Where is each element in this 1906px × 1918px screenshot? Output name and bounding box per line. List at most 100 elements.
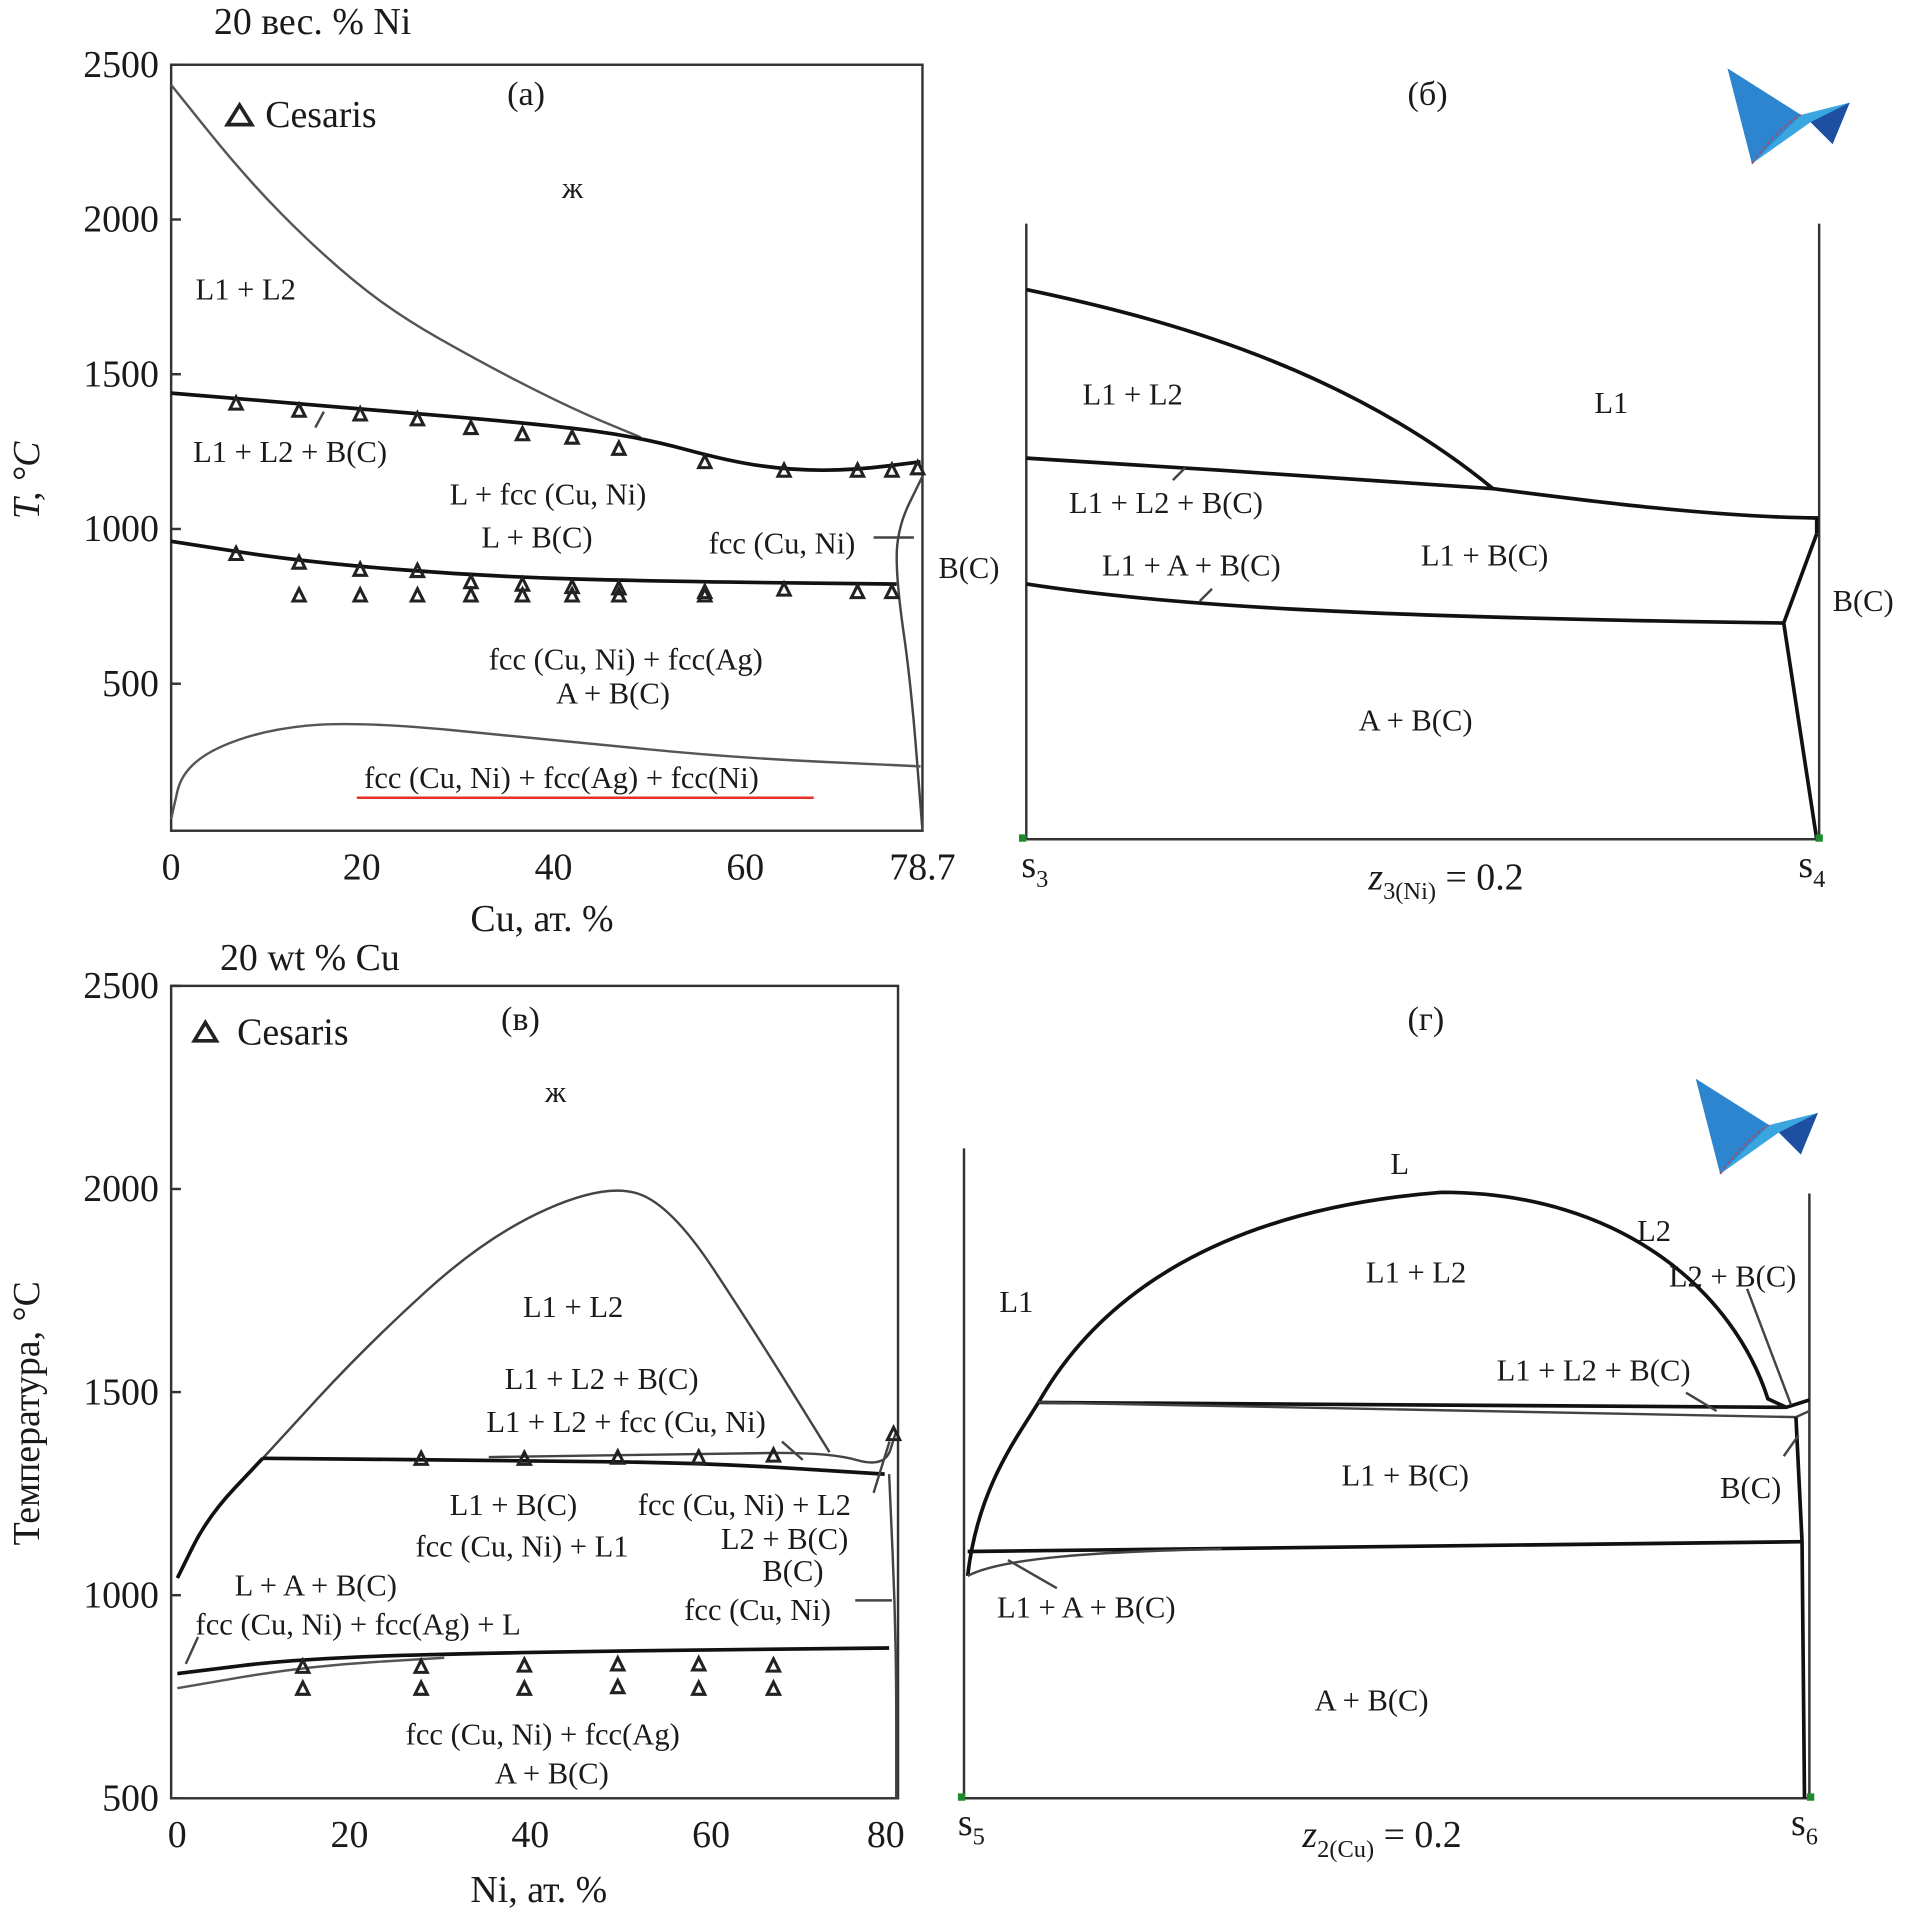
phase-region-label: fcc (Cu, Ni)	[709, 526, 856, 560]
y-tick-label: 2000	[83, 1168, 159, 1210]
phase-region-label: L1 + B(C)	[1421, 539, 1548, 573]
phase-region-label: A + B(C)	[556, 677, 670, 711]
x-tick-label: 20	[331, 1814, 369, 1856]
phase-region-label: ж	[561, 171, 584, 205]
panel-b-leader	[1172, 467, 1186, 481]
phase-region-label: L2 + B(C)	[721, 1522, 848, 1556]
phase-region-label: L	[1390, 1147, 1409, 1181]
phase-region-label: B(C)	[762, 1554, 823, 1588]
cesaris-data-point	[563, 577, 581, 595]
phase-boundary-line	[170, 391, 921, 473]
panel-b: (б) s3 s4 z3(Ni) = 0.2 L1 + L2 L1 L1 + L2 …	[1018, 68, 1894, 905]
y-tick-label: 2000	[83, 199, 159, 241]
legend-triangle-icon	[191, 1018, 220, 1043]
cesaris-data-point	[290, 400, 308, 418]
panel-v-ylabel: Температура, °С	[6, 1281, 48, 1545]
panel-g-left-liquidus	[965, 1401, 1041, 1577]
arrow-icon	[184, 1636, 200, 1665]
panel-a-plot-frame	[169, 63, 924, 832]
cesaris-data-point	[290, 552, 308, 570]
panel-g-miscibility-dome	[1036, 1190, 1787, 1410]
panel-a: 20 вес. % Ni (а) Cu, ат. % T, °C Cesaris…	[6, 1, 999, 940]
s4-marker	[1815, 834, 1823, 842]
arrow-icon	[781, 1440, 804, 1461]
x-tick-label: 80	[867, 1814, 905, 1856]
x-tick-label: 60	[692, 1814, 730, 1856]
panel-g-xlabel: z2(Cu) = 0.2	[1301, 1814, 1461, 1863]
cesaris-data-point	[696, 451, 714, 470]
phase-boundary-line	[261, 1189, 831, 1460]
cesaris-data-point	[513, 424, 532, 442]
phase-region-label: L1 + L2 + B(C)	[1069, 486, 1263, 520]
cesaris-data-point	[227, 543, 245, 562]
phase-region-label: L1 + B(C)	[1341, 1459, 1468, 1493]
cesaris-data-point	[351, 404, 369, 422]
panel-g-label: (г)	[1407, 1001, 1444, 1038]
cesaris-data-point	[412, 1448, 430, 1466]
cesaris-data-point	[883, 581, 901, 600]
phase-region-label: L1 + A + B(C)	[997, 1590, 1176, 1624]
cesaris-data-point	[884, 1423, 903, 1442]
cesaris-data-point	[515, 1448, 533, 1466]
panel-g-monotectic-line	[1038, 1398, 1810, 1410]
phase-boundary-line	[177, 1656, 445, 1690]
y-tick-label: 500	[102, 1777, 159, 1819]
cesaris-data-point	[563, 427, 581, 445]
cesaris-data-point	[412, 1678, 430, 1696]
cesaris-data-point	[351, 585, 369, 603]
cesaris-data-point	[563, 585, 581, 603]
cesaris-data-point	[294, 1656, 312, 1674]
phase-region-label: fcc (Cu, Ni) + fcc(Ag)	[406, 1718, 680, 1752]
phase-region-label: fcc (Cu, Ni) + fcc(Ag) + fcc(Ni)	[364, 761, 759, 795]
phase-boundary-line	[887, 1474, 898, 1799]
phase-region-label: fcc (Cu, Ni) + L1	[415, 1529, 628, 1563]
phase-region-label: L1 + L2	[1366, 1256, 1466, 1290]
phase-region-label: B(C)	[938, 551, 999, 585]
panel-v-label: (в)	[501, 1001, 540, 1038]
y-tick-label: 1000	[83, 508, 159, 550]
phase-boundary-line	[169, 722, 921, 820]
phase-region-label: ж	[544, 1075, 567, 1109]
x-tick-label: 0	[162, 847, 181, 889]
x-tick-label: 60	[726, 847, 764, 889]
phase-region-label: B(C)	[1833, 584, 1894, 618]
cesaris-data-point	[909, 458, 927, 476]
panel-g-leader	[1685, 1391, 1718, 1413]
cesaris-data-point	[610, 578, 628, 596]
cesaris-data-point	[290, 585, 308, 603]
phase-region-label: L1 + L2 + B(C)	[1497, 1353, 1691, 1387]
phase-region-label: A + B(C)	[495, 1757, 609, 1791]
panel-b-miscibility-boundary	[1025, 287, 1495, 491]
cesaris-data-point	[227, 393, 245, 411]
phase-region-label: L1 + L2 + B(C)	[193, 435, 387, 469]
cesaris-data-point	[696, 585, 714, 603]
panel-v-legend-label: Cesaris	[237, 1012, 348, 1054]
panel-g-eutectic-line	[967, 1539, 1803, 1554]
panel-g: (г) s5 s6 z2(Cu) = 0.2 L L2 L1 + L2 L2 + B(…	[957, 1001, 1818, 1863]
panel-b-eutectic-line	[1026, 582, 1784, 625]
phase-region-label: L + B(C)	[481, 520, 592, 554]
cesaris-data-point	[610, 585, 628, 603]
panel-a-label: (а)	[507, 76, 545, 113]
cesaris-data-point	[408, 585, 427, 603]
cesaris-data-point	[883, 460, 901, 478]
phase-boundary-line	[262, 1456, 885, 1476]
cesaris-data-point	[690, 1678, 708, 1696]
panel-g-eutectic-secondary	[967, 1547, 1222, 1578]
phase-region-label: A + B(C)	[1315, 1683, 1429, 1717]
cesaris-data-point	[408, 560, 427, 579]
s3-marker	[1018, 834, 1027, 842]
cesaris-data-point	[764, 1445, 783, 1463]
cesaris-data-point	[775, 460, 793, 478]
leader-line	[314, 411, 325, 429]
tetrahedron-logo-icon	[1695, 1078, 1818, 1175]
x-tick-label: 20	[343, 847, 381, 889]
phase-region-label: A + B(C)	[1359, 704, 1473, 738]
arrow-icon	[872, 1441, 891, 1494]
y-tick-label: 2500	[83, 965, 159, 1007]
phase-boundary-line	[488, 1430, 898, 1464]
y-tick-label: 500	[102, 663, 159, 705]
cesaris-data-point	[848, 581, 867, 600]
panel-g-leader	[1745, 1288, 1793, 1406]
